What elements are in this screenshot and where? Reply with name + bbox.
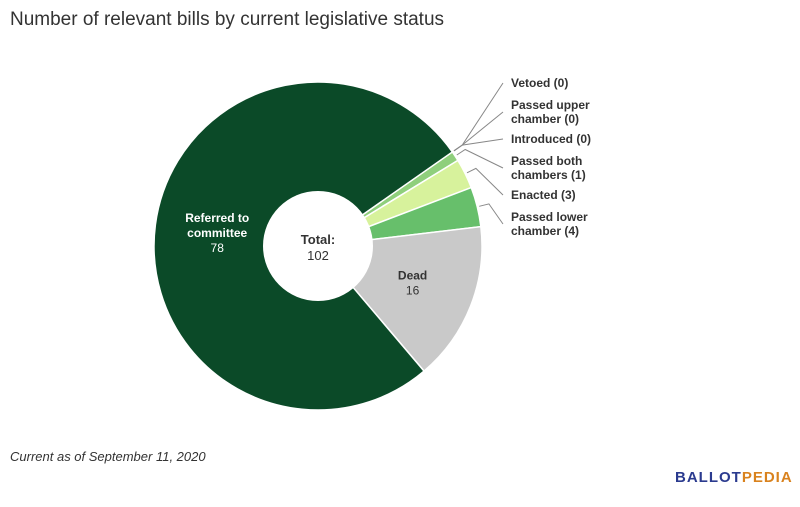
ballotpedia-logo: BALLOTPEDIA bbox=[675, 469, 793, 486]
value-referred-to-committee: 78 bbox=[211, 241, 225, 255]
footnote: Current as of September 11, 2020 bbox=[10, 449, 206, 464]
label-vetoed-line-1: Vetoed (0) bbox=[511, 76, 568, 90]
label-passed-both-chambers-line-2: chambers (1) bbox=[511, 168, 586, 182]
leader-line-passed-both-chambers bbox=[456, 148, 504, 169]
leader-line-enacted bbox=[466, 167, 504, 196]
leader-line-passed-lower-chamber bbox=[479, 203, 504, 225]
value-dead: 16 bbox=[406, 284, 420, 298]
center-total-label: Total: bbox=[301, 232, 335, 247]
logo-part-ballot: BALLOT bbox=[675, 469, 742, 486]
label-passed-upper-chamber-line-2: chamber (0) bbox=[511, 112, 579, 126]
label-passed-both-chambers-line-1: Passed both bbox=[511, 154, 582, 168]
donut-hole bbox=[263, 191, 373, 301]
label-referred-to-committee-line-1: Referred to bbox=[185, 211, 249, 225]
label-passed-lower-chamber-line-2: chamber (4) bbox=[511, 224, 579, 238]
chart-title: Number of relevant bills by current legi… bbox=[10, 9, 445, 30]
leader-line-passed-upper-chamber bbox=[453, 111, 504, 152]
label-dead-line-1: Dead bbox=[398, 269, 427, 283]
leader-line-introduced bbox=[453, 138, 504, 152]
label-passed-upper-chamber-line-1: Passed upper bbox=[511, 98, 590, 112]
leader-line-vetoed bbox=[453, 82, 504, 152]
label-introduced-line-1: Introduced (0) bbox=[511, 132, 591, 146]
leader-line-group bbox=[453, 82, 504, 225]
logo-part-pedia: PEDIA bbox=[741, 469, 793, 486]
label-passed-lower-chamber-line-1: Passed lower bbox=[511, 210, 588, 224]
label-referred-to-committee-line-2: committee bbox=[187, 226, 247, 240]
label-enacted-line-1: Enacted (3) bbox=[511, 188, 576, 202]
center-total-value: 102 bbox=[307, 248, 329, 263]
